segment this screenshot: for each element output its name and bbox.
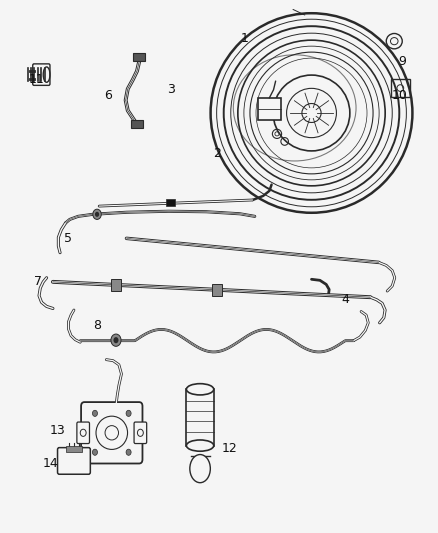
Circle shape	[126, 410, 131, 416]
Text: 2: 2	[213, 148, 221, 160]
Text: 8: 8	[93, 319, 101, 332]
Ellipse shape	[190, 455, 210, 483]
FancyBboxPatch shape	[81, 402, 142, 464]
Bar	[166, 199, 175, 206]
Bar	[133, 53, 145, 61]
Circle shape	[126, 449, 131, 455]
Text: 11: 11	[28, 73, 44, 86]
Bar	[391, 79, 410, 97]
Circle shape	[92, 410, 98, 416]
FancyBboxPatch shape	[57, 448, 90, 474]
Circle shape	[95, 212, 99, 217]
Circle shape	[93, 209, 101, 220]
Circle shape	[111, 334, 121, 346]
Bar	[66, 446, 82, 452]
Bar	[131, 120, 143, 128]
Text: 13: 13	[49, 424, 65, 437]
Text: 1: 1	[240, 33, 248, 45]
FancyBboxPatch shape	[77, 422, 89, 443]
Bar	[111, 279, 121, 291]
Text: 12: 12	[222, 442, 237, 455]
Ellipse shape	[187, 440, 214, 451]
FancyBboxPatch shape	[134, 422, 147, 443]
Circle shape	[113, 337, 119, 343]
Text: 6: 6	[104, 88, 112, 102]
Text: 3: 3	[167, 84, 175, 96]
Circle shape	[92, 449, 98, 455]
Text: 7: 7	[34, 276, 42, 288]
Ellipse shape	[187, 384, 214, 395]
Text: 14: 14	[43, 457, 59, 470]
Bar	[258, 98, 281, 120]
Text: 5: 5	[64, 232, 72, 245]
Text: 4: 4	[341, 293, 349, 306]
Bar	[212, 284, 222, 296]
FancyBboxPatch shape	[33, 64, 50, 85]
Text: 10: 10	[392, 88, 408, 102]
Text: 9: 9	[398, 55, 406, 68]
